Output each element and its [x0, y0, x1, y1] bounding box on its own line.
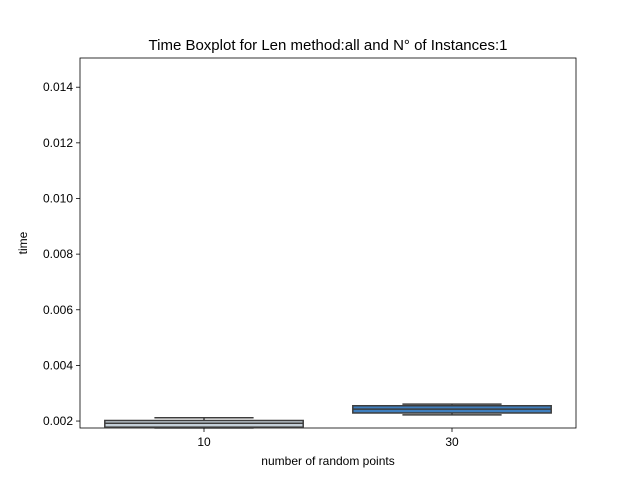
box-30	[352, 403, 552, 416]
y-tick-label: 0.010	[43, 191, 73, 205]
box-10	[104, 416, 304, 429]
y-tick-label: 0.004	[43, 358, 73, 372]
chart-title: Time Boxplot for Len method:all and N° o…	[149, 37, 508, 54]
y-tick-label: 0.014	[43, 80, 73, 94]
boxes-layer	[104, 403, 552, 429]
y-tick-label: 0.012	[43, 136, 73, 150]
x-axis: 10 30	[197, 428, 459, 449]
y-axis: 0.002 0.004 0.006 0.008 0.010 0.012 0.014	[43, 80, 80, 428]
x-axis-label: number of random points	[261, 454, 394, 468]
y-tick-label: 0.008	[43, 247, 73, 261]
plot-frame	[79, 57, 577, 429]
y-axis-label: time	[16, 231, 30, 254]
y-tick-label: 0.002	[43, 414, 73, 428]
y-tick-label: 0.006	[43, 303, 73, 317]
x-tick-label: 10	[197, 435, 211, 449]
x-tick-label: 30	[445, 435, 459, 449]
